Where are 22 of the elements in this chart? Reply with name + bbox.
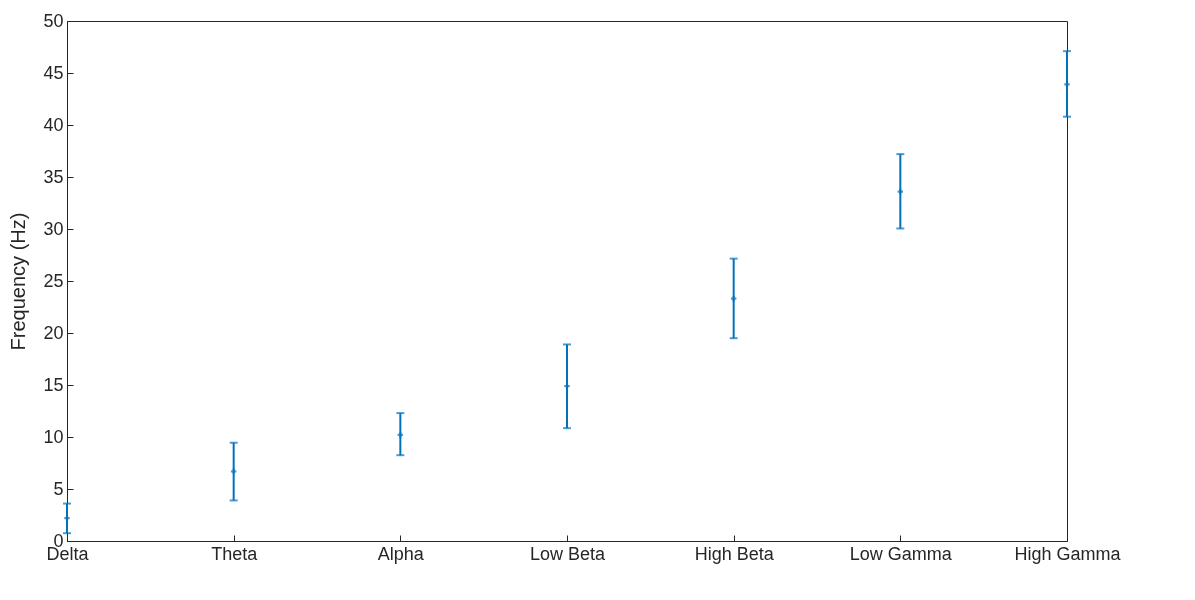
- y-tick-label: 15: [43, 374, 64, 395]
- x-tick-label: Theta: [211, 543, 259, 564]
- y-tick-label: 35: [43, 166, 64, 187]
- point: [1064, 81, 1070, 88]
- x-tick-label: High Gamma: [1014, 543, 1122, 564]
- y-tick-label: 25: [43, 270, 64, 291]
- y-tick-label: 30: [43, 218, 64, 239]
- y-tick-label: 5: [53, 478, 64, 499]
- x-tick-label: Low Gamma: [849, 543, 953, 564]
- x-tick-label: Alpha: [377, 543, 425, 564]
- y-axis-title: Frequency (Hz): [7, 212, 30, 351]
- point: [897, 188, 904, 195]
- y-tick-label: 20: [43, 322, 64, 343]
- y-tick-label: 50: [43, 10, 64, 31]
- y-tick-label: 10: [43, 426, 64, 447]
- point: [397, 432, 404, 438]
- x-tick-label: Low Beta: [529, 543, 607, 564]
- point: [564, 383, 570, 389]
- y-tick-label: 40: [43, 114, 64, 135]
- x-tick-label: High Beta: [694, 543, 775, 564]
- y-tick-label: 45: [43, 62, 64, 83]
- point: [64, 515, 70, 521]
